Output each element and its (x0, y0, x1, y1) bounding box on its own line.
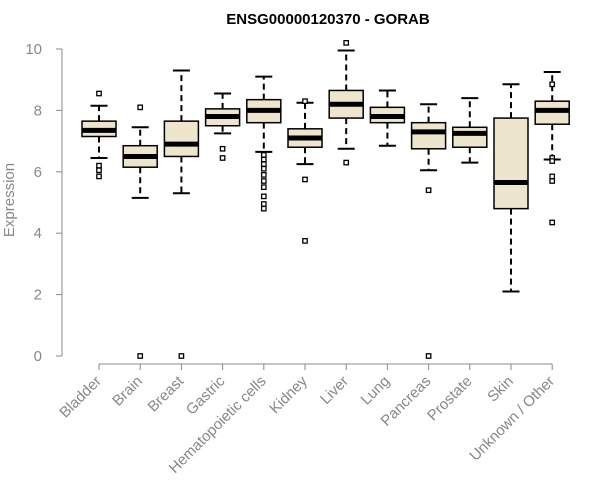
outlier-point (178, 353, 185, 359)
x-tick-label: Skin (484, 373, 517, 406)
outlier-point (425, 353, 432, 359)
outlier-point (96, 173, 102, 180)
outlier-point (302, 238, 308, 244)
box-liver (328, 40, 364, 166)
box-prostate (452, 97, 488, 164)
outlier-point (260, 193, 267, 200)
outlier-point (425, 187, 432, 194)
x-tick-label: Brain (109, 373, 146, 410)
outlier-point (137, 353, 144, 359)
box-hematopoietic-cells (246, 75, 282, 212)
outlier-point (260, 201, 267, 207)
iqr-box (452, 126, 488, 148)
iqr-box (410, 121, 447, 150)
outlier-point (96, 90, 102, 97)
box-unknown-other (534, 71, 570, 226)
outlier-point (219, 155, 226, 161)
x-tick-label: Liver (317, 373, 352, 408)
outlier-point (260, 165, 267, 172)
box-gastric (204, 92, 241, 161)
outlier-point (260, 172, 267, 178)
y-tick-label: 4 (34, 225, 42, 242)
y-tick-label: 8 (34, 102, 42, 119)
box-kidney (287, 98, 323, 244)
outlier-point (260, 184, 267, 190)
y-tick-label: 10 (25, 41, 42, 58)
outlier-point (343, 159, 350, 166)
outlier-point (549, 219, 556, 226)
outlier-point (549, 158, 556, 164)
x-tick-label: Breast (145, 372, 188, 415)
outlier-point (260, 161, 267, 167)
outlier-point (302, 98, 308, 105)
box-skin (493, 83, 529, 293)
outlier-point (302, 176, 308, 183)
box-lung (369, 89, 406, 147)
outlier-point (260, 152, 267, 158)
chart-title: ENSG00000120370 - GORAB (226, 11, 430, 28)
boxes-group (81, 40, 570, 359)
outlier-point (137, 104, 144, 111)
box-bladder (81, 90, 117, 180)
x-tick-label: Kidney (266, 372, 311, 417)
x-tick-label: Prostate (424, 373, 476, 425)
outlier-point (260, 156, 267, 163)
outlier-point (260, 178, 267, 184)
y-axis-label: Expression (1, 163, 18, 237)
y-tick-label: 6 (34, 164, 42, 181)
x-tick-label: Lung (358, 373, 394, 409)
box-brain (122, 104, 158, 359)
outlier-point (343, 40, 350, 46)
box-pancreas (410, 103, 447, 359)
outlier-point (549, 178, 556, 184)
y-axis: 0 2 4 6 8 10 (25, 41, 63, 365)
outlier-point (96, 167, 102, 174)
outlier-point (96, 162, 102, 169)
outlier-point (219, 145, 226, 152)
outlier-point (549, 173, 556, 180)
outlier-point (260, 205, 267, 212)
x-tick-label: Bladder (56, 373, 105, 422)
y-tick-label: 0 (34, 348, 42, 365)
y-tick-label: 2 (34, 287, 42, 304)
box-breast (163, 69, 200, 359)
iqr-box (163, 120, 200, 158)
iqr-box (493, 117, 529, 210)
outlier-point (549, 81, 556, 88)
